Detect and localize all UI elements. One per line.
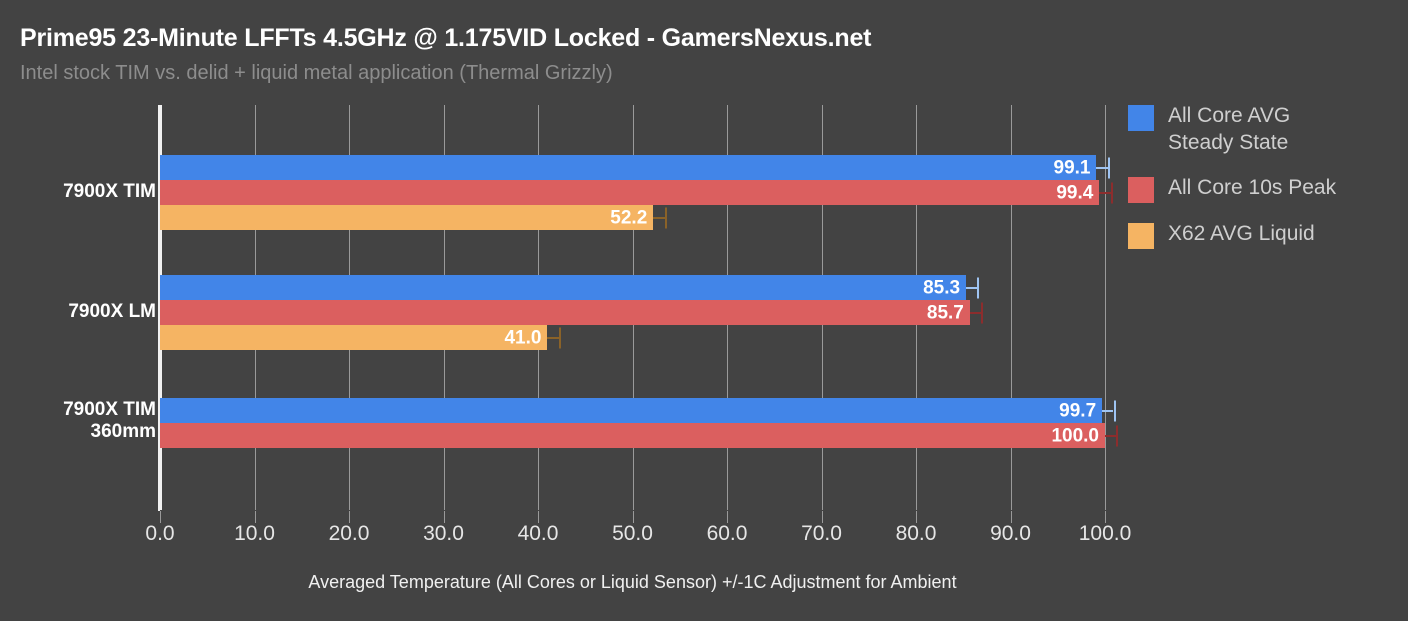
bar-value-label: 99.4 [1056,182,1094,203]
x-tick-label: 40.0 [517,522,559,545]
category-label: 7900X LM [68,300,156,322]
x-tick-label: 20.0 [328,522,370,545]
chart-legend: All Core AVG Steady State All Core 10s Pe… [1128,103,1398,267]
y-axis-line [158,105,160,511]
error-bar [969,311,982,314]
bar-value-label: 100.0 [1051,425,1099,446]
x-tick-mark [443,511,445,523]
bar-value-label: 41.0 [504,327,542,348]
x-tick-label: 30.0 [423,522,464,545]
bar[interactable]: 85.7 [160,300,970,325]
legend-label: All Core AVG Steady State [1168,104,1291,154]
bar-value-label: 99.7 [1059,400,1097,421]
legend-label: All Core 10s Peak [1168,175,1337,199]
error-bar [966,286,978,289]
bar-value-label: 85.7 [926,302,964,323]
x-tick-mark [160,511,161,523]
x-tick-label: 60.0 [706,522,748,545]
chart-subtitle: Intel stock TIM vs. delid + liquid metal… [20,62,613,84]
bar[interactable]: 85.3 [160,275,967,300]
bar[interactable]: 99.4 [160,180,1100,205]
error-bar [653,216,665,219]
x-tick-mark [538,511,539,523]
x-tick-mark [916,511,917,523]
x-tick-mark [1010,511,1012,523]
legend-swatch-icon [1128,176,1154,203]
bar[interactable]: 99.1 [160,155,1097,180]
legend-swatch-icon [1128,105,1154,131]
bar[interactable]: 52.2 [160,205,654,230]
x-tick-label: 80.0 [895,522,937,545]
bar[interactable]: 99.7 [160,398,1103,423]
chart-title: Prime95 23-Minute LFFTs 4.5GHz @ 1.175VI… [20,24,872,52]
bar[interactable]: 41.0 [160,325,548,350]
x-tick-mark [254,511,256,523]
legend-label: X62 AVG Liquid [1168,221,1315,245]
legend-item[interactable]: X62 AVG Liquid [1128,221,1398,249]
bar-value-label: 85.3 [923,277,961,298]
bar[interactable]: 100.0 [160,423,1105,448]
error-bar [1096,166,1108,169]
error-bar-cap [977,277,980,298]
x-tick-label: 10.0 [234,522,275,545]
x-tick-mark [727,511,728,523]
legend-item[interactable]: All Core 10s Peak [1128,175,1398,203]
error-bar [1102,409,1114,412]
error-bar-cap [981,302,984,323]
error-bar-cap [664,207,667,228]
legend-item[interactable]: All Core AVG Steady State [1128,103,1398,157]
x-tick-label: 100.0 [1078,522,1132,545]
x-tick-mark [349,511,350,523]
error-bar [547,336,559,339]
x-tick-label: 70.0 [801,522,842,545]
x-tick-label: 0.0 [145,522,175,545]
error-bar [1099,191,1111,194]
gridline-100.0 [1105,105,1106,510]
error-bar-cap [558,327,561,348]
gridline-90.0 [1010,105,1012,510]
bar-value-label: 52.2 [610,207,648,228]
x-tick-mark [632,511,634,523]
category-label: 7900X TIM 360mm [63,399,156,442]
error-bar [1105,434,1117,437]
legend-swatch-icon [1128,222,1154,249]
x-tick-label: 50.0 [612,522,653,545]
x-axis-title: Averaged Temperature (All Cores or Liqui… [308,572,957,592]
plot-area: 99.1 99.4 52.2 85.3 85.7 41.0 99.7 100.0 [160,105,1119,510]
x-tick-mark [1105,511,1106,523]
error-bar-cap [1107,157,1110,178]
category-label: 7900X TIM [63,180,156,202]
x-tick-mark [821,511,823,523]
bar-value-label: 99.1 [1053,157,1091,178]
error-bar-cap [1110,182,1113,203]
error-bar-cap [1116,425,1119,446]
error-bar-cap [1113,400,1116,421]
x-tick-label: 90.0 [990,522,1031,545]
